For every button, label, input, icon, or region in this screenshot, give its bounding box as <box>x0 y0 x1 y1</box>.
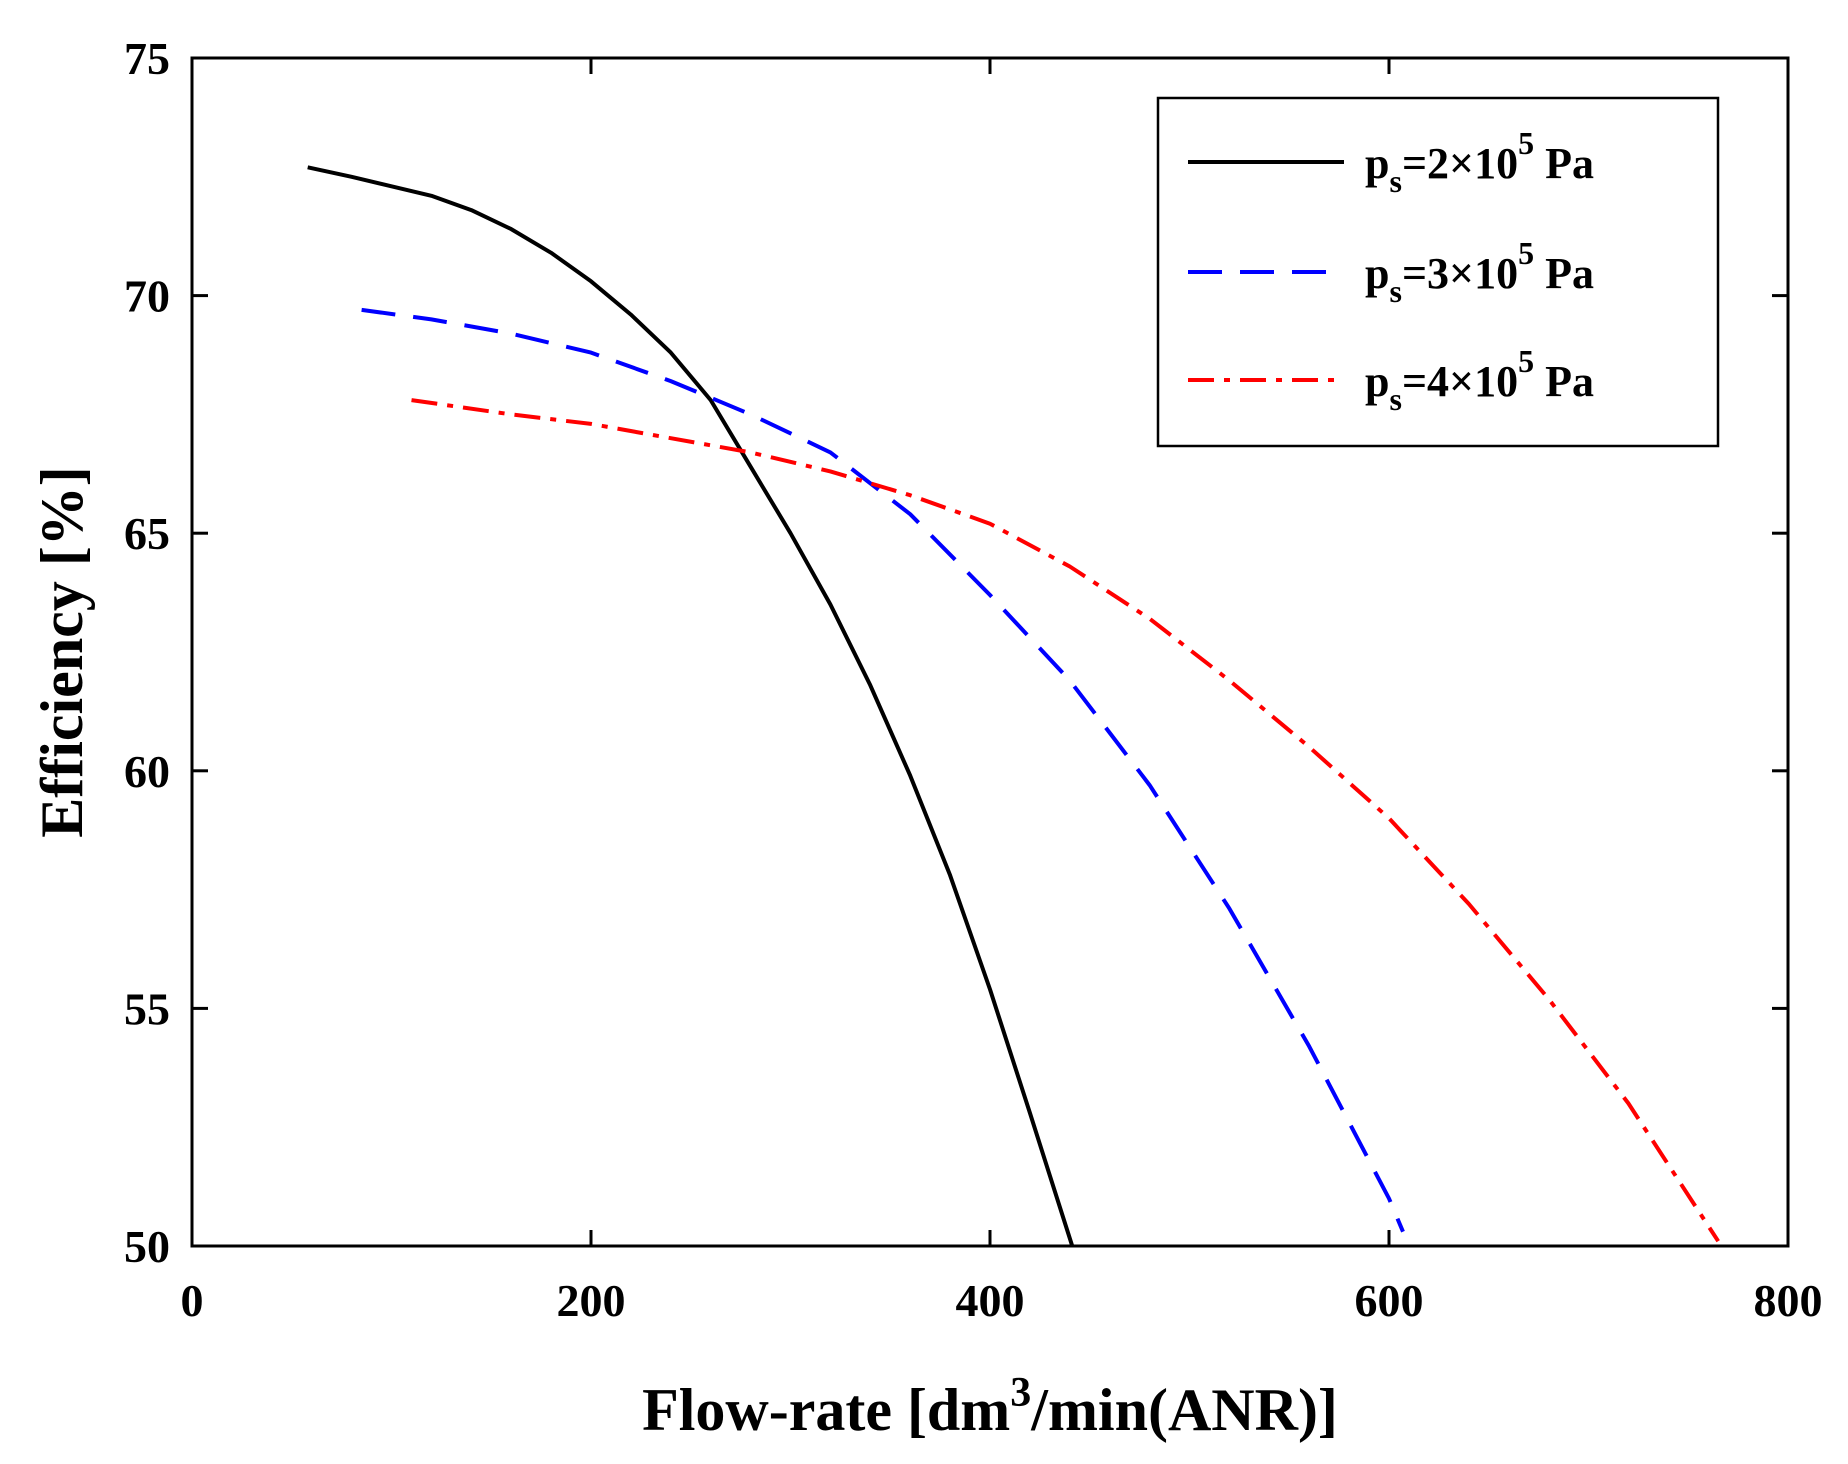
x-tick-label: 200 <box>557 1275 626 1326</box>
legend-ps3-sub: s <box>1389 273 1401 309</box>
x-tick-label: 400 <box>956 1275 1025 1326</box>
y-tick-label: 60 <box>124 746 170 797</box>
legend-ps2-mid: =2×10 <box>1402 139 1518 188</box>
x-axis: 0 200 400 600 800 <box>181 58 1823 1326</box>
legend-ps2-unit: Pa <box>1534 139 1594 188</box>
series-line-2 <box>307 165 1075 1246</box>
y-tick-label: 65 <box>124 508 170 559</box>
legend-ps4-unit: Pa <box>1534 357 1594 406</box>
x-tick-label: 0 <box>181 1275 204 1326</box>
legend-ps4-sub: s <box>1389 381 1401 417</box>
x-axis-label-main: Flow-rate [dm <box>642 1377 1010 1443</box>
legend-ps4-mid: =4×10 <box>1402 357 1518 406</box>
legend: ps=2×105 Pa ps=3×105 Pa ps=4×105 Pa <box>1156 96 1720 448</box>
y-axis-label: Efficiency [%] <box>29 466 95 838</box>
series-line-4 <box>411 398 1720 1243</box>
series-layer <box>307 165 1720 1246</box>
y-tick-label: 70 <box>124 271 170 322</box>
legend-ps3-mid: =3×10 <box>1402 249 1518 298</box>
series-line-3 <box>361 307 1405 1233</box>
x-axis-label-tail: /min(ANR)] <box>1030 1377 1338 1443</box>
legend-ps2-p: p <box>1365 139 1389 188</box>
x-tick-label: 800 <box>1754 1275 1823 1326</box>
legend-ps4-p: p <box>1365 357 1389 406</box>
legend-ps3-sup: 5 <box>1518 235 1534 271</box>
x-tick-label: 600 <box>1355 1275 1424 1326</box>
legend-ps3-p: p <box>1365 249 1389 298</box>
legend-ps2-sub: s <box>1389 163 1401 199</box>
legend-ps3-unit: Pa <box>1534 249 1594 298</box>
legend-ps4-sup: 5 <box>1518 343 1534 379</box>
y-tick-label: 75 <box>124 33 170 84</box>
legend-label-ps4: ps=4×105 Pa <box>1365 343 1594 417</box>
y-tick-label: 50 <box>124 1221 170 1272</box>
legend-label-ps3: ps=3×105 Pa <box>1365 235 1594 309</box>
legend-label-ps2: ps=2×105 Pa <box>1365 125 1594 199</box>
y-tick-label: 55 <box>124 983 170 1034</box>
x-axis-label: Flow-rate [dm3/min(ANR)] <box>642 1370 1338 1443</box>
x-axis-label-sup: 3 <box>1010 1370 1031 1416</box>
legend-ps2-sup: 5 <box>1518 125 1534 161</box>
